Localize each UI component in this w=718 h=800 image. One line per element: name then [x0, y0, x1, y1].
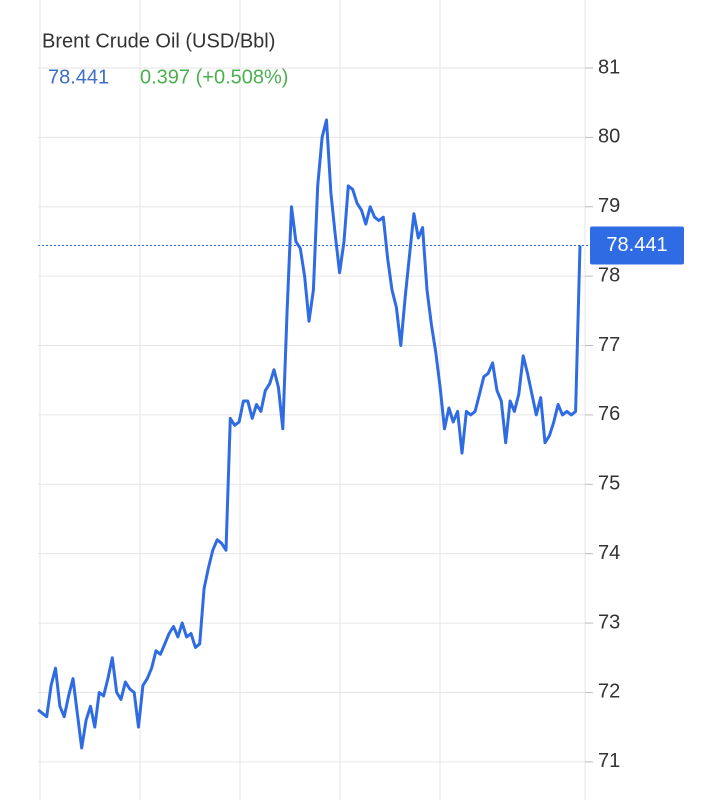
y-tick-label: 76 — [598, 403, 620, 425]
y-tick-label: 74 — [598, 542, 620, 564]
price-tag — [590, 226, 684, 265]
vertical-grid — [39, 0, 586, 800]
y-tick-label: 79 — [598, 195, 620, 217]
y-tick-label: 77 — [598, 334, 620, 356]
y-tick-label: 80 — [598, 126, 620, 148]
y-tick-label: 78 — [598, 264, 620, 286]
y-tick-label: 71 — [598, 750, 620, 772]
y-tick-label: 75 — [598, 473, 620, 495]
y-tick-label: 73 — [598, 611, 620, 633]
last-price: 78.441 — [48, 66, 109, 88]
y-tick-label: 72 — [598, 681, 620, 703]
price-line — [37, 118, 582, 750]
chart-title: Brent Crude Oil (USD/Bbl) — [42, 30, 275, 52]
y-tick-label: 81 — [598, 56, 620, 78]
price-tag-label: 78.441 — [606, 234, 667, 256]
price-change: 0.397 (+0.508%) — [140, 66, 288, 88]
